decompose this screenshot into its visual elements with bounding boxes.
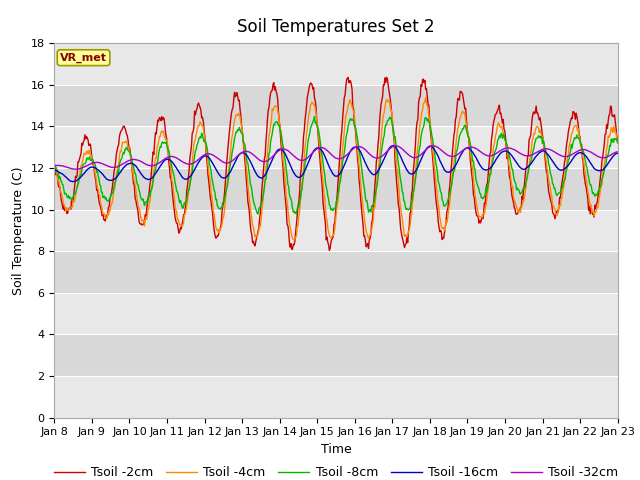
- Tsoil -16cm: [120, 165, 127, 171]
- Tsoil -32cm: [61, 164, 68, 169]
- Tsoil -16cm: [177, 171, 184, 177]
- Tsoil -16cm: [406, 171, 414, 177]
- Tsoil -2cm: [383, 74, 390, 80]
- Tsoil -32cm: [429, 143, 437, 149]
- Tsoil -32cm: [207, 151, 214, 157]
- Tsoil -16cm: [68, 179, 76, 184]
- Tsoil -4cm: [176, 222, 184, 228]
- Tsoil -4cm: [118, 139, 126, 145]
- Bar: [54, 126, 618, 168]
- Line: Tsoil -8cm: Tsoil -8cm: [54, 117, 618, 214]
- Text: VR_met: VR_met: [60, 53, 107, 63]
- Bar: [54, 251, 618, 293]
- Tsoil -2cm: [205, 186, 213, 192]
- Tsoil -8cm: [205, 162, 213, 168]
- Tsoil -2cm: [406, 210, 414, 216]
- Bar: [54, 168, 618, 210]
- Tsoil -4cm: [422, 95, 429, 100]
- Tsoil -8cm: [310, 114, 318, 120]
- Tsoil -2cm: [422, 86, 430, 92]
- Tsoil -32cm: [614, 149, 621, 155]
- Tsoil -16cm: [390, 143, 397, 149]
- Tsoil -4cm: [405, 227, 413, 232]
- Bar: [54, 85, 618, 126]
- Tsoil -4cm: [51, 168, 58, 174]
- X-axis label: Time: Time: [321, 443, 351, 456]
- Tsoil -2cm: [326, 247, 333, 253]
- Tsoil -2cm: [51, 164, 58, 170]
- Tsoil -32cm: [422, 147, 429, 153]
- Tsoil -4cm: [422, 100, 430, 106]
- Bar: [54, 376, 618, 418]
- Tsoil -2cm: [614, 138, 621, 144]
- Tsoil -32cm: [405, 153, 413, 158]
- Tsoil -16cm: [207, 156, 214, 162]
- Tsoil -4cm: [614, 140, 621, 146]
- Line: Tsoil -4cm: Tsoil -4cm: [54, 97, 618, 240]
- Bar: [54, 210, 618, 251]
- Tsoil -16cm: [61, 173, 68, 179]
- Tsoil -4cm: [291, 237, 298, 243]
- Bar: [54, 293, 618, 335]
- Tsoil -32cm: [73, 166, 81, 172]
- Tsoil -4cm: [205, 174, 213, 180]
- Legend: Tsoil -2cm, Tsoil -4cm, Tsoil -8cm, Tsoil -16cm, Tsoil -32cm: Tsoil -2cm, Tsoil -4cm, Tsoil -8cm, Tsoi…: [49, 461, 623, 480]
- Tsoil -2cm: [176, 228, 184, 234]
- Tsoil -16cm: [51, 168, 58, 173]
- Tsoil -2cm: [61, 208, 68, 214]
- Line: Tsoil -16cm: Tsoil -16cm: [54, 146, 618, 181]
- Tsoil -16cm: [422, 146, 430, 152]
- Tsoil -8cm: [254, 211, 262, 217]
- Tsoil -8cm: [61, 191, 68, 197]
- Tsoil -4cm: [61, 204, 68, 209]
- Tsoil -8cm: [176, 200, 184, 205]
- Tsoil -32cm: [51, 163, 58, 168]
- Tsoil -8cm: [51, 161, 58, 167]
- Bar: [54, 43, 618, 85]
- Tsoil -8cm: [118, 152, 126, 158]
- Tsoil -16cm: [614, 150, 621, 156]
- Title: Soil Temperatures Set 2: Soil Temperatures Set 2: [237, 18, 435, 36]
- Tsoil -8cm: [422, 116, 430, 121]
- Tsoil -32cm: [120, 161, 127, 167]
- Line: Tsoil -2cm: Tsoil -2cm: [54, 77, 618, 250]
- Y-axis label: Soil Temperature (C): Soil Temperature (C): [12, 166, 25, 295]
- Tsoil -8cm: [406, 205, 414, 211]
- Line: Tsoil -32cm: Tsoil -32cm: [54, 146, 618, 169]
- Tsoil -2cm: [118, 126, 126, 132]
- Bar: [54, 335, 618, 376]
- Tsoil -32cm: [177, 157, 184, 163]
- Tsoil -8cm: [614, 140, 621, 145]
